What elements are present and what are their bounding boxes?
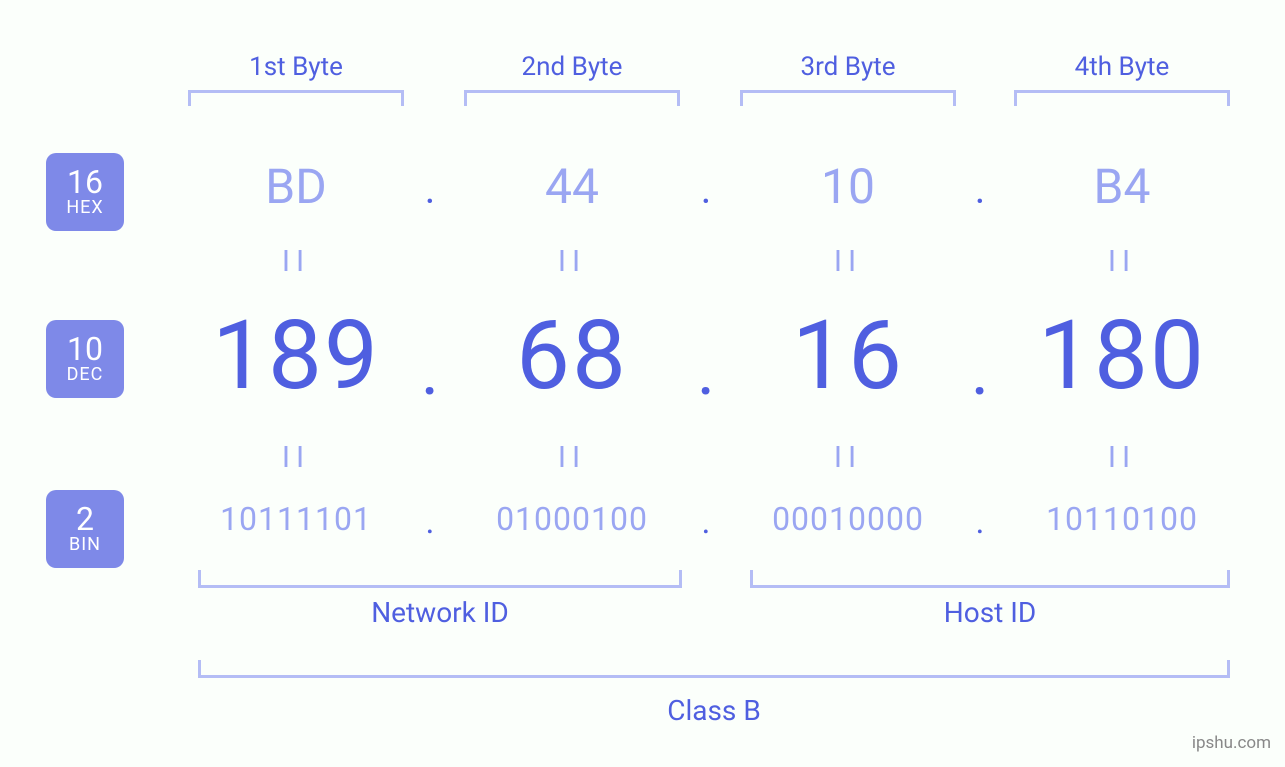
- dec-byte-4: 180: [992, 300, 1252, 412]
- bin-byte-2: 01000100: [452, 500, 692, 538]
- equals-hex-dec-2: II: [452, 244, 692, 279]
- byte-header-2: 2nd Byte: [452, 52, 692, 82]
- hex-byte-3: 10: [728, 158, 968, 215]
- bin-byte-1: 10111101: [176, 500, 416, 538]
- byte-header-1: 1st Byte: [176, 52, 416, 82]
- dec-dot-3: .: [960, 330, 1000, 412]
- equals-dec-bin-3: II: [728, 440, 968, 475]
- bin-dot-1: .: [410, 502, 450, 542]
- dec-byte-3: 16: [718, 300, 978, 412]
- badge-hex-label: HEX: [66, 199, 103, 218]
- hex-byte-4: B4: [1002, 158, 1242, 215]
- badge-bin: 2 BIN: [46, 490, 124, 568]
- badge-dec-num: 10: [67, 333, 103, 367]
- dec-byte-1: 189: [166, 300, 426, 412]
- badge-dec-label: DEC: [67, 366, 104, 385]
- dec-dot-2: .: [686, 330, 726, 412]
- byte-header-3: 3rd Byte: [728, 52, 968, 82]
- equals-dec-bin-4: II: [1002, 440, 1242, 475]
- class-label: Class B: [198, 694, 1230, 727]
- host-id-label: Host ID: [750, 596, 1230, 629]
- byte-bracket-2: [464, 90, 680, 106]
- dec-dot-1: .: [410, 330, 450, 412]
- byte-bracket-4: [1014, 90, 1230, 106]
- badge-bin-label: BIN: [69, 536, 101, 555]
- byte-header-4: 4th Byte: [1002, 52, 1242, 82]
- byte-bracket-1: [188, 90, 404, 106]
- hex-dot-2: .: [686, 166, 726, 213]
- bin-dot-2: .: [686, 502, 726, 542]
- dec-byte-2: 68: [442, 300, 702, 412]
- equals-hex-dec-4: II: [1002, 244, 1242, 279]
- equals-dec-bin-2: II: [452, 440, 692, 475]
- badge-dec: 10 DEC: [46, 320, 124, 398]
- badge-hex: 16 HEX: [46, 153, 124, 231]
- hex-dot-3: .: [960, 166, 1000, 213]
- equals-dec-bin-1: II: [176, 440, 416, 475]
- network-id-label: Network ID: [198, 596, 682, 629]
- hex-dot-1: .: [410, 166, 450, 213]
- class-bracket: [198, 660, 1230, 678]
- bin-byte-3: 00010000: [728, 500, 968, 538]
- hex-byte-1: BD: [176, 158, 416, 215]
- host-id-bracket: [750, 570, 1230, 588]
- hex-byte-2: 44: [452, 158, 692, 215]
- network-id-bracket: [198, 570, 682, 588]
- bin-dot-3: .: [960, 502, 1000, 542]
- equals-hex-dec-3: II: [728, 244, 968, 279]
- watermark: ipshu.com: [1192, 733, 1271, 753]
- equals-hex-dec-1: II: [176, 244, 416, 279]
- badge-hex-num: 16: [67, 166, 103, 200]
- badge-bin-num: 2: [76, 503, 94, 537]
- byte-bracket-3: [740, 90, 956, 106]
- bin-byte-4: 10110100: [1002, 500, 1242, 538]
